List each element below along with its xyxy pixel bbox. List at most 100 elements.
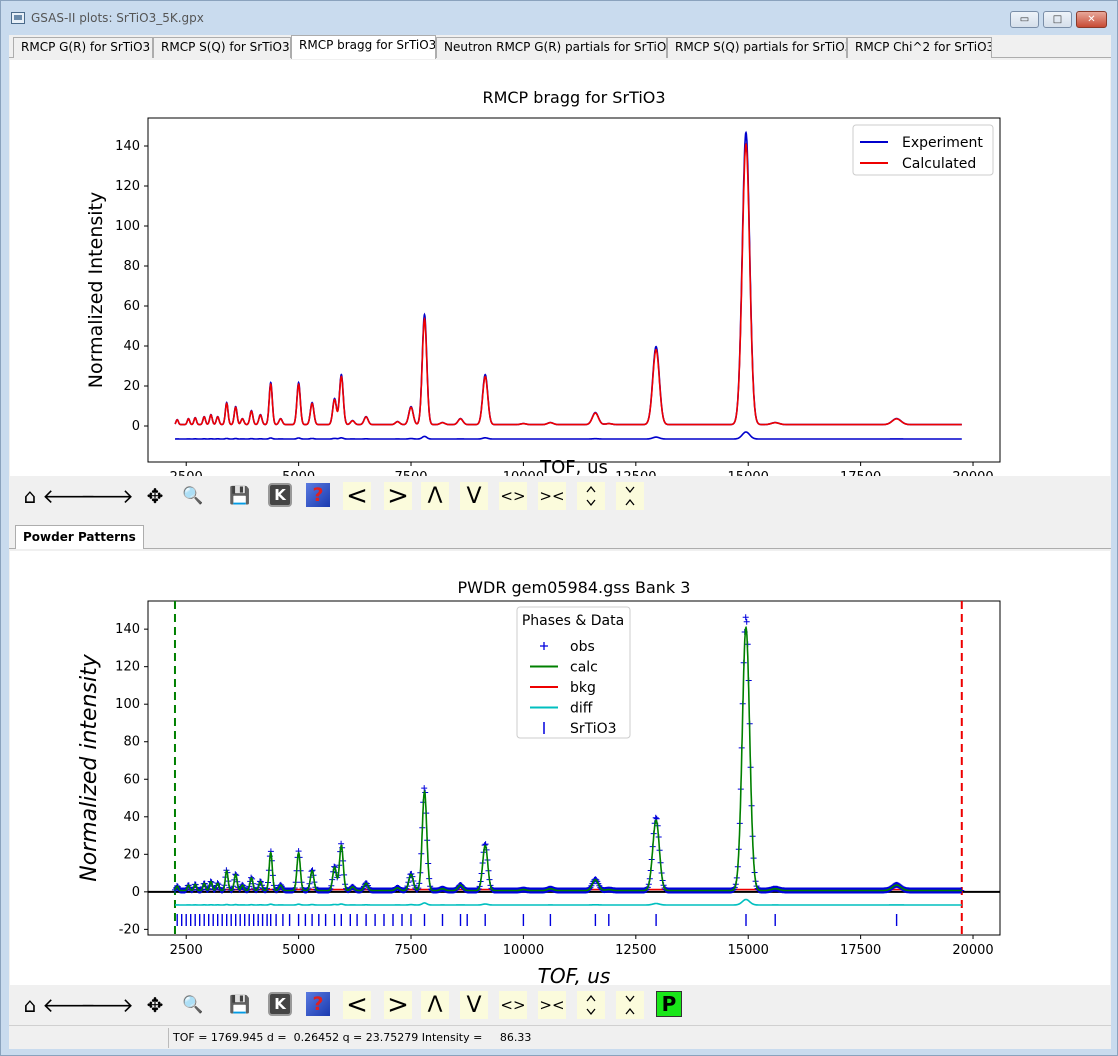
back-icon[interactable]: 🡐 [42, 993, 96, 1017]
p-icon[interactable]: P [656, 991, 682, 1017]
shift-up-icon[interactable]: Λ [421, 482, 449, 510]
status-bar: TOF = 1769.945 d = 0.26452 q = 23.75279 … [9, 1025, 1111, 1049]
pan-icon[interactable]: ✥ [146, 993, 164, 1017]
chart1-y-tick-label: 60 [123, 299, 140, 314]
shift-down-icon[interactable]: V [460, 991, 488, 1019]
plot-tab-bar: RMCP G(R) for SrTiO3 RMCP S(Q) for SrTiO… [9, 35, 1111, 59]
powder-pattern-plot[interactable]: 2500 5000 7500 10000 12500 15000 17500 20000 -20… [10, 551, 1110, 988]
chart2-title: PWDR gem05984.gss Bank 3 [458, 578, 691, 597]
chart1-y-tick-label: 0 [132, 419, 140, 434]
tab-rmcp-sq[interactable]: RMCP S(Q) for SrTiO3 [153, 37, 291, 58]
shift-left-icon[interactable]: < [343, 990, 371, 1020]
rmcp-bragg-chart[interactable]: 2500500075001000012500150001750020000020… [10, 60, 1110, 485]
powder-pattern-chart[interactable]: 2500 5000 7500 10000 12500 15000 17500 20000 -20… [10, 551, 1110, 988]
chart2-legend-title: Phases & Data [522, 613, 624, 629]
chart1-series-experiment [174, 130, 962, 426]
chart1-title: RMCP bragg for SrTiO3 [482, 88, 665, 107]
tab-rmcp-sq-partials[interactable]: RMCP S(Q) partials for SrTiO3 [667, 37, 847, 58]
minimize-button[interactable]: ▭ [1010, 11, 1039, 28]
chart2-legend-box [516, 606, 631, 739]
chart1-x-axis-label: TOF, us [539, 457, 608, 476]
chart2-y-tick-label: 60 [123, 772, 140, 787]
chart2-legend-swatch [540, 642, 548, 650]
chart2-x-tick-label: 2500 [170, 943, 203, 958]
chart1-y-tick-label: 140 [115, 139, 140, 154]
expand-vertical-icon[interactable] [577, 991, 605, 1019]
zoom-icon[interactable]: 🔍 [182, 995, 204, 1015]
home-icon[interactable]: ⌂ [23, 993, 37, 1017]
chart2-y-axis-label: Normalized intensity [77, 653, 102, 882]
k-icon[interactable]: K [268, 483, 292, 507]
chart2-y-tick-label: 100 [115, 697, 140, 712]
expand-horizontal-icon[interactable]: <> [499, 482, 527, 510]
status-field-empty [9, 1028, 169, 1048]
help-icon[interactable]: ? [306, 483, 330, 507]
chart1-y-tick-label: 100 [115, 219, 140, 234]
chart2-legend-label: calc [570, 660, 598, 676]
tab-rmcp-chi2[interactable]: RMCP Chi^2 for SrTiO3 [847, 37, 992, 58]
tab-powder-patterns[interactable]: Powder Patterns [15, 525, 144, 549]
contract-vertical-icon[interactable] [616, 991, 644, 1019]
expand-horizontal-icon[interactable]: <> [499, 991, 527, 1019]
chart2-legend-label: diff [570, 701, 593, 717]
chart1-series-difference [175, 431, 962, 440]
tab-rmcp-gr[interactable]: RMCP G(R) for SrTiO3 [13, 37, 153, 58]
rmcp-bragg-plot[interactable]: 2500500075001000012500150001750020000020… [10, 60, 1110, 485]
chart1-series-calculated [174, 142, 962, 426]
chart2-y-tick-label: 120 [115, 660, 140, 675]
chart2-series-calc [174, 625, 962, 892]
chart2-y-tick-label: 0 [132, 885, 140, 900]
chart2-plot-frame [147, 600, 1001, 936]
save-icon[interactable]: 💾 [229, 486, 251, 506]
shift-up-icon[interactable]: Λ [421, 991, 449, 1019]
back-icon[interactable]: 🡐 [42, 484, 96, 508]
forward-icon[interactable]: 🡒 [80, 993, 134, 1017]
tab-rmcp-bragg[interactable]: RMCP bragg for SrTiO3 [291, 35, 436, 59]
title-bar[interactable]: GSAS-II plots: SrTiO3_5K.gpx ▭ □ ✕ [1, 1, 1117, 35]
chart1-y-axis-label: Normalized Intensity [85, 192, 107, 389]
shift-down-icon[interactable]: V [460, 482, 488, 510]
chart2-y-tick-label: 40 [123, 810, 140, 825]
chart2-legend-label: SrTiO3 [570, 721, 617, 737]
contract-vertical-icon[interactable] [616, 482, 644, 510]
chart1-y-tick-label: 40 [123, 339, 140, 354]
chart2-legend-label: bkg [570, 680, 596, 696]
home-icon[interactable]: ⌂ [23, 484, 37, 508]
status-text: TOF = 1769.945 d = 0.26452 q = 23.75279 … [173, 1031, 532, 1044]
window-title: GSAS-II plots: SrTiO3_5K.gpx [31, 11, 204, 25]
chart1-y-tick-label: 120 [115, 179, 140, 194]
expand-vertical-icon[interactable] [577, 482, 605, 510]
save-icon[interactable]: 💾 [229, 995, 251, 1015]
chart1-y-tick-label: 80 [123, 259, 140, 274]
tab-neutron-rmcp-gr-partials[interactable]: Neutron RMCP G(R) partials for SrTiO3 [436, 37, 667, 58]
chart1-plot-frame [147, 117, 1001, 463]
top-plot-toolbar: ⌂ 🡐 🡒 ✥ 🔍 💾 K ? < > Λ V <> >< [10, 476, 1110, 516]
chart2-series-diff [175, 898, 962, 906]
chart2-legend-label: obs [570, 639, 595, 655]
shift-right-icon[interactable]: > [384, 990, 412, 1020]
chart2-x-tick-label: 7500 [394, 943, 427, 958]
chart2-x-tick-label: 15000 [728, 943, 769, 958]
bottom-plot-toolbar: ⌂ 🡐 🡒 ✥ 🔍 💾 K ? < > Λ V <> >< P [10, 985, 1110, 1025]
contract-horizontal-icon[interactable]: >< [538, 991, 566, 1019]
chart2-x-tick-label: 20000 [952, 943, 993, 958]
chart1-legend-label: Calculated [902, 156, 976, 172]
close-button[interactable]: ✕ [1076, 11, 1107, 28]
shift-right-icon[interactable]: > [384, 481, 412, 511]
chart2-x-axis-label: TOF, us [538, 964, 611, 985]
chart1-y-tick-label: 20 [123, 379, 140, 394]
chart2-x-tick-label: 17500 [840, 943, 881, 958]
contract-horizontal-icon[interactable]: >< [538, 482, 566, 510]
maximize-button[interactable]: □ [1043, 11, 1072, 28]
chart2-x-tick-label: 12500 [615, 943, 656, 958]
chart2-y-tick-label: 140 [115, 622, 140, 637]
chart2-x-tick-label: 10000 [503, 943, 544, 958]
shift-left-icon[interactable]: < [343, 481, 371, 511]
pan-icon[interactable]: ✥ [146, 484, 164, 508]
chart2-y-tick-label: 20 [123, 847, 140, 862]
forward-icon[interactable]: 🡒 [80, 484, 134, 508]
k-icon[interactable]: K [268, 992, 292, 1016]
zoom-icon[interactable]: 🔍 [182, 486, 204, 506]
help-icon[interactable]: ? [306, 992, 330, 1016]
